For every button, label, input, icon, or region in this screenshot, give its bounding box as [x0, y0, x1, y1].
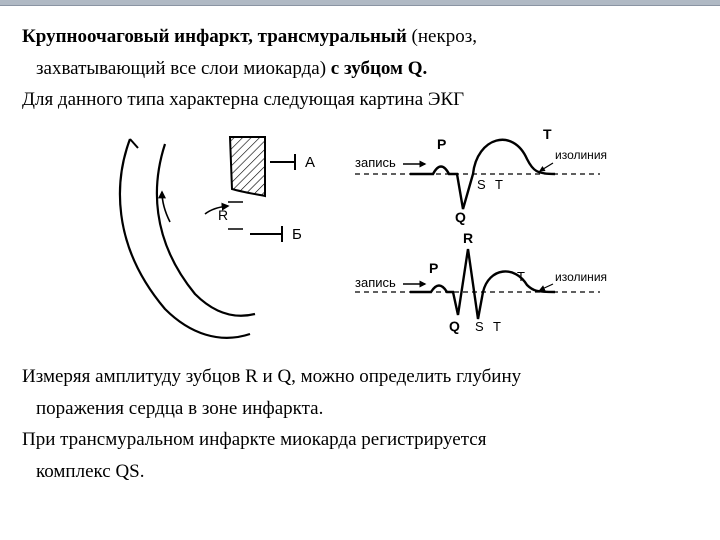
label-zapis-top: запись	[355, 155, 396, 170]
bottom-line-3: При трансмуральном инфаркте миокарда рег…	[22, 427, 698, 453]
ecg-trace-bottom: запись изолиния P R Q S T T	[355, 230, 607, 334]
bottom-line-4: комплекс QS.	[22, 459, 698, 485]
label-B: Б	[292, 226, 302, 243]
title-line-3: Для данного типа характерна следующая ка…	[22, 87, 698, 113]
label-zapis-bot: запись	[355, 275, 396, 290]
label-A: А	[305, 154, 315, 171]
title-bold-1: Крупноочаговый инфаркт, трансмуральный	[22, 26, 407, 47]
label-T-top2: T	[543, 126, 552, 142]
label-S-bot: S	[475, 319, 484, 334]
heart-cross-section: А R Б	[120, 137, 315, 338]
label-T-bot2: T	[517, 269, 525, 284]
label-izol-top: изолиния	[555, 148, 607, 162]
label-P-bot: P	[429, 260, 438, 276]
label-T-top: T	[495, 177, 503, 192]
bottom-text-block: Измеряя амплитуду зубцов R и Q, можно оп…	[22, 364, 698, 485]
label-Q-bot: Q	[449, 318, 460, 334]
title-plain-1: (некроз,	[407, 26, 477, 47]
line2-plain: захватывающий все слои миокарда)	[36, 58, 331, 79]
ecg-diagram-container: А R Б запись изол	[22, 119, 698, 354]
bottom-line-1: Измеряя амплитуду зубцов R и Q, можно оп…	[22, 364, 698, 390]
label-izol-bot: изолиния	[555, 270, 607, 284]
title-line-2: захватывающий все слои миокарда) с зубцо…	[22, 56, 698, 82]
label-R-wall: R	[218, 207, 228, 223]
label-S-top: S	[477, 177, 486, 192]
label-T-bot: T	[493, 319, 501, 334]
bottom-line-2: поражения сердца в зоне инфаркта.	[22, 396, 698, 422]
label-Q-top: Q	[455, 209, 466, 225]
ecg-trace-top: запись изолиния P Q S T T	[355, 126, 607, 225]
ecg-diagram: А R Б запись изол	[105, 119, 615, 354]
title-bold-2: с зубцом Q.	[331, 58, 427, 79]
label-R-bot: R	[463, 230, 473, 246]
label-P-top: P	[437, 136, 446, 152]
slide-content: Крупноочаговый инфаркт, трансмуральный (…	[0, 6, 720, 500]
title-line-1: Крупноочаговый инфаркт, трансмуральный (…	[22, 24, 698, 50]
